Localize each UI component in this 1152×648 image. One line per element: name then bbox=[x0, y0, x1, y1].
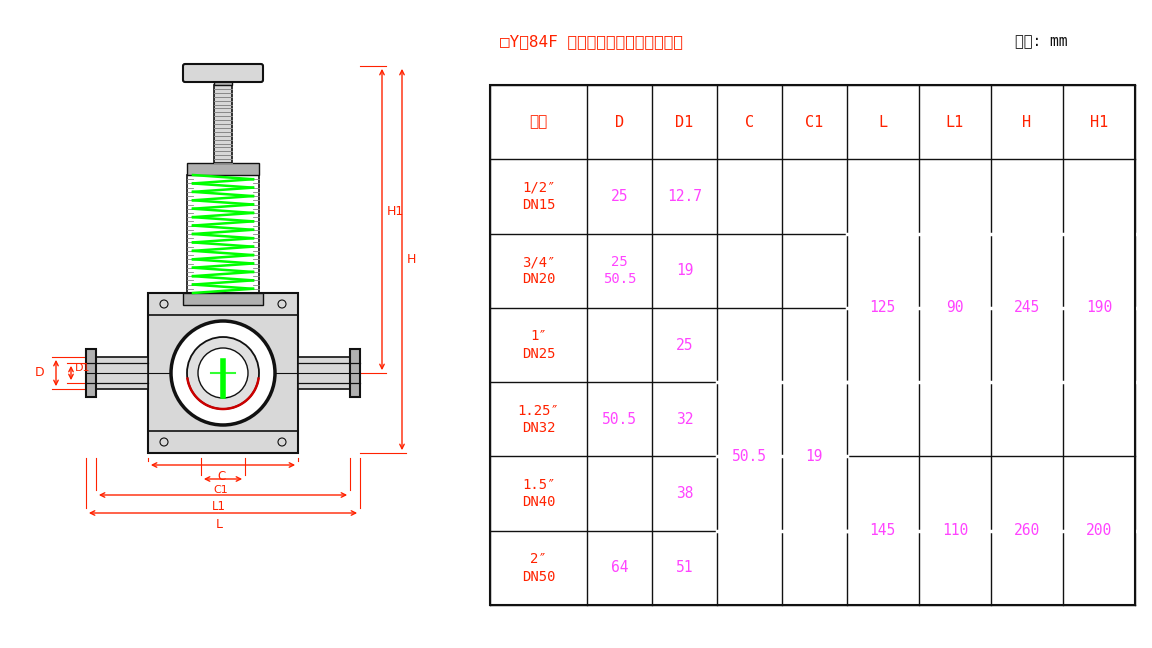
Text: 125: 125 bbox=[870, 301, 896, 316]
Bar bbox=[214, 80, 232, 85]
Text: □Y－84F 卫生级快装减压阀外形尺寸: □Y－84F 卫生级快装减压阀外形尺寸 bbox=[500, 34, 683, 49]
Text: H1: H1 bbox=[1090, 115, 1108, 130]
Text: D: D bbox=[615, 115, 624, 130]
Text: D1: D1 bbox=[675, 115, 694, 130]
Circle shape bbox=[160, 300, 168, 308]
Text: 200: 200 bbox=[1086, 523, 1112, 538]
Text: D1: D1 bbox=[75, 363, 91, 373]
Text: C: C bbox=[217, 470, 225, 483]
Text: 145: 145 bbox=[870, 523, 896, 538]
Text: 2″
DN50: 2″ DN50 bbox=[522, 552, 555, 583]
Text: L: L bbox=[215, 518, 222, 531]
Text: 38: 38 bbox=[676, 486, 694, 501]
Text: 1/2″
DN15: 1/2″ DN15 bbox=[522, 181, 555, 212]
Text: 90: 90 bbox=[946, 301, 963, 316]
Bar bbox=[86, 349, 96, 397]
Text: 19: 19 bbox=[676, 263, 694, 278]
Text: 12.7: 12.7 bbox=[667, 189, 702, 204]
Text: 32: 32 bbox=[676, 411, 694, 427]
Bar bbox=[298, 357, 350, 389]
Text: H: H bbox=[1022, 115, 1031, 130]
Text: 190: 190 bbox=[1086, 301, 1112, 316]
Circle shape bbox=[198, 348, 248, 398]
Text: C1: C1 bbox=[805, 115, 824, 130]
Text: 51: 51 bbox=[676, 561, 694, 575]
Circle shape bbox=[160, 438, 168, 446]
Bar bbox=[147, 293, 298, 453]
Text: L1: L1 bbox=[212, 500, 226, 513]
Text: C: C bbox=[745, 115, 755, 130]
Text: H1: H1 bbox=[387, 205, 404, 218]
Text: 25: 25 bbox=[611, 189, 629, 204]
Circle shape bbox=[278, 438, 286, 446]
Text: 245: 245 bbox=[1014, 301, 1040, 316]
Bar bbox=[183, 293, 263, 305]
Text: 50.5: 50.5 bbox=[732, 449, 767, 464]
Bar bbox=[350, 349, 359, 397]
Circle shape bbox=[187, 337, 259, 409]
Text: 260: 260 bbox=[1014, 523, 1040, 538]
Bar bbox=[96, 357, 147, 389]
Text: 64: 64 bbox=[611, 561, 629, 575]
Text: L: L bbox=[878, 115, 887, 130]
Bar bbox=[187, 163, 259, 175]
Text: C1: C1 bbox=[213, 485, 228, 495]
Bar bbox=[214, 85, 232, 163]
Text: 50.5: 50.5 bbox=[602, 411, 637, 427]
Bar bbox=[490, 85, 1135, 605]
Text: 110: 110 bbox=[941, 523, 968, 538]
Text: 单位: mm: 单位: mm bbox=[1015, 34, 1068, 49]
Text: D: D bbox=[36, 367, 45, 380]
FancyBboxPatch shape bbox=[183, 64, 263, 82]
Text: 规格: 规格 bbox=[530, 115, 547, 130]
Circle shape bbox=[170, 321, 275, 425]
Text: L1: L1 bbox=[946, 115, 964, 130]
Text: H: H bbox=[407, 253, 416, 266]
Text: 3/4″
DN20: 3/4″ DN20 bbox=[522, 255, 555, 286]
Text: 1.25″
DN32: 1.25″ DN32 bbox=[517, 404, 560, 435]
Text: 25
50.5: 25 50.5 bbox=[602, 255, 636, 286]
Text: 1″
DN25: 1″ DN25 bbox=[522, 329, 555, 361]
Text: 19: 19 bbox=[805, 449, 823, 464]
Text: 25: 25 bbox=[676, 338, 694, 353]
Circle shape bbox=[278, 300, 286, 308]
Text: 1.5″
DN40: 1.5″ DN40 bbox=[522, 478, 555, 509]
